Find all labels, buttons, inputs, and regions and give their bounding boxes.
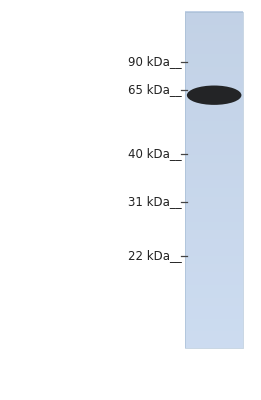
Bar [185,45,243,50]
Bar [185,41,243,46]
Bar [185,246,243,252]
Bar [185,267,243,272]
Ellipse shape [187,86,241,105]
Bar [185,305,243,310]
Bar [185,280,243,285]
Bar [185,188,243,193]
Bar [185,70,243,75]
Bar [185,209,243,214]
Bar [185,162,243,168]
Bar [185,36,243,42]
Bar [185,154,243,159]
Bar [185,184,243,188]
Text: 65 kDa__: 65 kDa__ [128,84,181,96]
Bar [185,120,243,125]
Bar [185,230,243,234]
Bar [185,226,243,230]
Bar [185,343,243,348]
Bar [185,242,243,247]
Bar [185,104,243,109]
Bar [185,204,243,210]
Bar [185,99,243,104]
Bar [185,322,243,327]
Bar [185,108,243,113]
Bar [185,112,243,117]
Bar [185,192,243,197]
Bar [185,150,243,155]
Bar [185,91,243,96]
Bar [185,74,243,79]
Bar [185,95,243,100]
Bar [185,133,243,138]
Bar [185,62,243,66]
Bar [185,167,243,172]
Bar [185,158,243,163]
Bar [185,58,243,62]
Bar [185,263,243,268]
Bar [185,137,243,142]
Bar [185,250,243,256]
Bar [185,301,243,306]
Text: 40 kDa__: 40 kDa__ [128,148,181,160]
Bar [185,238,243,243]
Bar [185,49,243,54]
Bar [185,221,243,226]
Bar [185,11,243,16]
Bar [185,288,243,294]
Bar [185,217,243,222]
Bar [185,318,243,323]
Bar [185,259,243,264]
Bar [185,310,243,314]
Bar [185,28,243,33]
Bar [185,326,243,331]
Bar [185,171,243,176]
Bar [185,330,243,335]
Text: 90 kDa__: 90 kDa__ [128,56,181,68]
Bar [185,276,243,281]
Bar [185,175,243,180]
Bar [185,116,243,121]
Bar [185,234,243,239]
Bar [185,78,243,84]
Bar [185,293,243,298]
Bar [185,53,243,58]
Bar [185,196,243,201]
Bar [185,314,243,318]
Bar [185,179,243,184]
Bar [185,339,243,344]
Bar [185,284,243,289]
Bar [185,32,243,37]
Bar [185,87,243,92]
Bar [185,20,243,25]
Bar [185,129,243,134]
Text: 31 kDa__: 31 kDa__ [128,196,181,208]
Bar [185,16,243,20]
Bar [185,297,243,302]
Bar [185,255,243,260]
Bar [185,334,243,340]
Bar [185,272,243,277]
Bar [185,66,243,71]
Bar [185,213,243,218]
Text: 22 kDa__: 22 kDa__ [128,250,181,262]
Bar [185,12,243,348]
Bar [185,82,243,88]
Bar [185,146,243,151]
Bar [185,200,243,205]
Bar [185,24,243,29]
Bar [185,124,243,130]
Bar [185,142,243,146]
